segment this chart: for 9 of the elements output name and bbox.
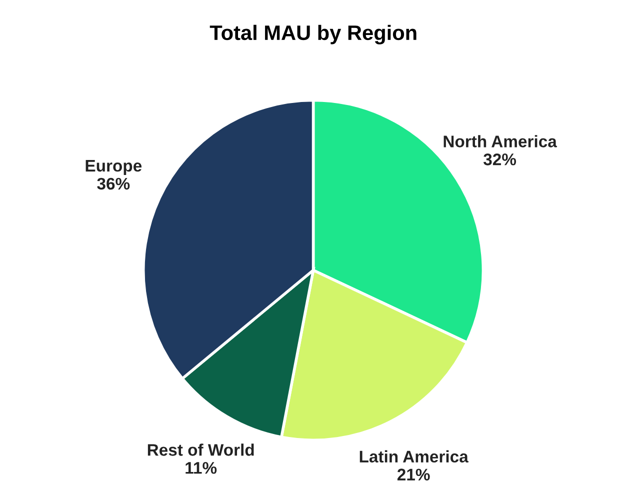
data-label: 11% <box>186 462 217 474</box>
data-label: 32% <box>483 154 516 166</box>
chart-title: Total MAU by Region <box>210 24 416 44</box>
data-label: 36% <box>97 178 130 190</box>
slice-label: Latin America <box>360 450 468 463</box>
data-label: 21% <box>397 468 430 480</box>
slice-label: Europe <box>86 160 142 175</box>
slice-label: North America <box>444 135 558 148</box>
slice-label: Rest of World <box>148 444 254 456</box>
